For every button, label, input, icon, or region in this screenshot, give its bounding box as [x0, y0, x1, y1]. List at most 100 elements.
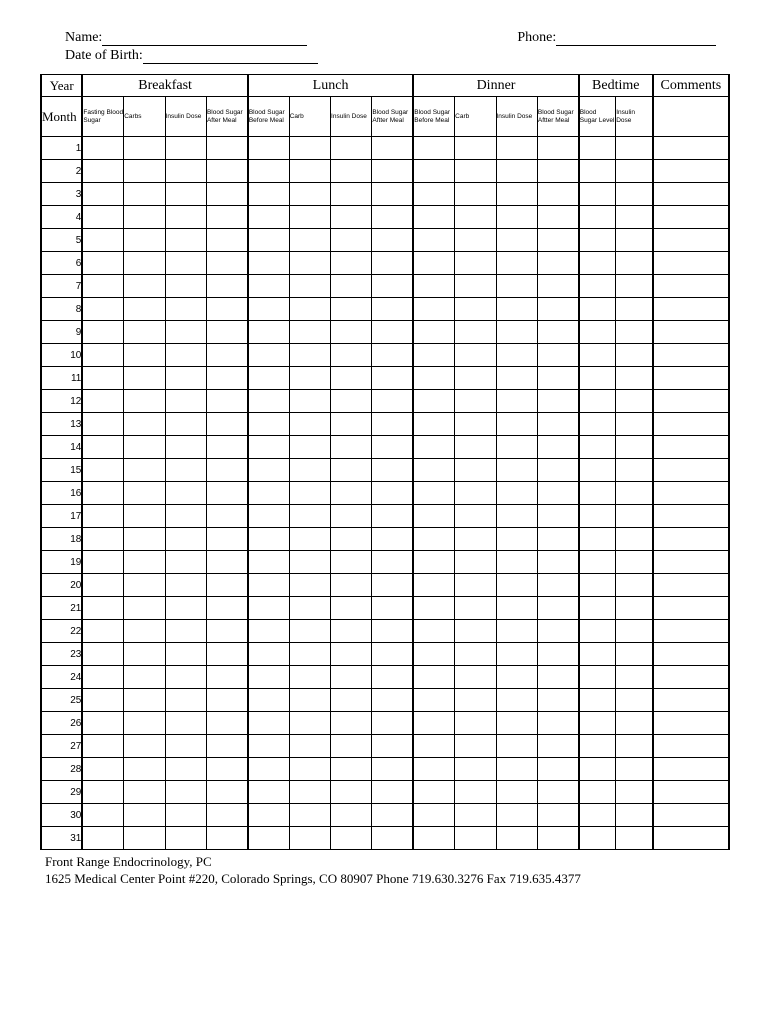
data-cell[interactable]: [331, 436, 372, 459]
data-cell[interactable]: [82, 666, 123, 689]
data-cell[interactable]: [616, 758, 653, 781]
data-cell[interactable]: [82, 620, 123, 643]
data-cell[interactable]: [124, 551, 165, 574]
data-cell[interactable]: [413, 574, 454, 597]
data-cell[interactable]: [496, 781, 537, 804]
data-cell[interactable]: [124, 643, 165, 666]
data-cell[interactable]: [616, 528, 653, 551]
data-cell[interactable]: [496, 528, 537, 551]
data-cell[interactable]: [248, 160, 289, 183]
data-cell[interactable]: [455, 137, 496, 160]
data-cell[interactable]: [82, 505, 123, 528]
data-cell[interactable]: [455, 413, 496, 436]
data-cell[interactable]: [579, 344, 616, 367]
data-cell[interactable]: [455, 597, 496, 620]
data-cell[interactable]: [289, 781, 330, 804]
data-cell[interactable]: [82, 229, 123, 252]
data-cell[interactable]: [455, 275, 496, 298]
data-cell[interactable]: [289, 689, 330, 712]
data-cell[interactable]: [248, 275, 289, 298]
data-cell[interactable]: [537, 505, 578, 528]
data-cell[interactable]: [455, 551, 496, 574]
data-cell[interactable]: [165, 229, 206, 252]
data-cell[interactable]: [537, 781, 578, 804]
data-cell[interactable]: [413, 781, 454, 804]
data-cell[interactable]: [206, 735, 247, 758]
data-cell[interactable]: [455, 160, 496, 183]
data-cell[interactable]: [616, 620, 653, 643]
data-cell[interactable]: [455, 252, 496, 275]
data-cell[interactable]: [496, 643, 537, 666]
data-cell[interactable]: [248, 643, 289, 666]
data-cell[interactable]: [248, 505, 289, 528]
data-cell[interactable]: [455, 643, 496, 666]
data-cell[interactable]: [579, 505, 616, 528]
data-cell[interactable]: [124, 390, 165, 413]
data-cell[interactable]: [579, 321, 616, 344]
data-cell[interactable]: [82, 298, 123, 321]
data-cell[interactable]: [165, 597, 206, 620]
data-cell[interactable]: [82, 712, 123, 735]
data-cell[interactable]: [616, 413, 653, 436]
data-cell[interactable]: [206, 298, 247, 321]
data-cell[interactable]: [289, 137, 330, 160]
data-cell[interactable]: [124, 367, 165, 390]
data-cell[interactable]: [496, 275, 537, 298]
data-cell[interactable]: [372, 413, 413, 436]
data-cell[interactable]: [616, 183, 653, 206]
data-cell[interactable]: [165, 712, 206, 735]
data-cell[interactable]: [82, 413, 123, 436]
data-cell[interactable]: [653, 137, 729, 160]
data-cell[interactable]: [496, 321, 537, 344]
data-cell[interactable]: [616, 459, 653, 482]
data-cell[interactable]: [372, 666, 413, 689]
data-cell[interactable]: [331, 390, 372, 413]
data-cell[interactable]: [248, 390, 289, 413]
data-cell[interactable]: [455, 781, 496, 804]
data-cell[interactable]: [206, 413, 247, 436]
data-cell[interactable]: [537, 551, 578, 574]
data-cell[interactable]: [653, 574, 729, 597]
data-cell[interactable]: [653, 436, 729, 459]
data-cell[interactable]: [372, 689, 413, 712]
data-cell[interactable]: [653, 643, 729, 666]
data-cell[interactable]: [616, 735, 653, 758]
data-cell[interactable]: [372, 390, 413, 413]
data-cell[interactable]: [165, 689, 206, 712]
data-cell[interactable]: [82, 643, 123, 666]
data-cell[interactable]: [248, 597, 289, 620]
data-cell[interactable]: [165, 574, 206, 597]
data-cell[interactable]: [165, 459, 206, 482]
data-cell[interactable]: [616, 643, 653, 666]
data-cell[interactable]: [372, 551, 413, 574]
data-cell[interactable]: [331, 367, 372, 390]
data-cell[interactable]: [165, 804, 206, 827]
data-cell[interactable]: [248, 689, 289, 712]
data-cell[interactable]: [331, 574, 372, 597]
data-cell[interactable]: [496, 551, 537, 574]
data-cell[interactable]: [455, 528, 496, 551]
data-cell[interactable]: [653, 735, 729, 758]
data-cell[interactable]: [331, 206, 372, 229]
data-cell[interactable]: [206, 804, 247, 827]
data-cell[interactable]: [413, 183, 454, 206]
data-cell[interactable]: [206, 252, 247, 275]
data-cell[interactable]: [579, 781, 616, 804]
data-cell[interactable]: [124, 574, 165, 597]
data-cell[interactable]: [124, 160, 165, 183]
data-cell[interactable]: [372, 459, 413, 482]
data-cell[interactable]: [413, 229, 454, 252]
data-cell[interactable]: [579, 735, 616, 758]
data-cell[interactable]: [616, 574, 653, 597]
data-cell[interactable]: [206, 666, 247, 689]
data-cell[interactable]: [124, 505, 165, 528]
data-cell[interactable]: [616, 390, 653, 413]
data-cell[interactable]: [413, 551, 454, 574]
data-cell[interactable]: [248, 298, 289, 321]
data-cell[interactable]: [372, 344, 413, 367]
data-cell[interactable]: [372, 298, 413, 321]
data-cell[interactable]: [331, 551, 372, 574]
data-cell[interactable]: [537, 574, 578, 597]
data-cell[interactable]: [496, 344, 537, 367]
data-cell[interactable]: [82, 344, 123, 367]
